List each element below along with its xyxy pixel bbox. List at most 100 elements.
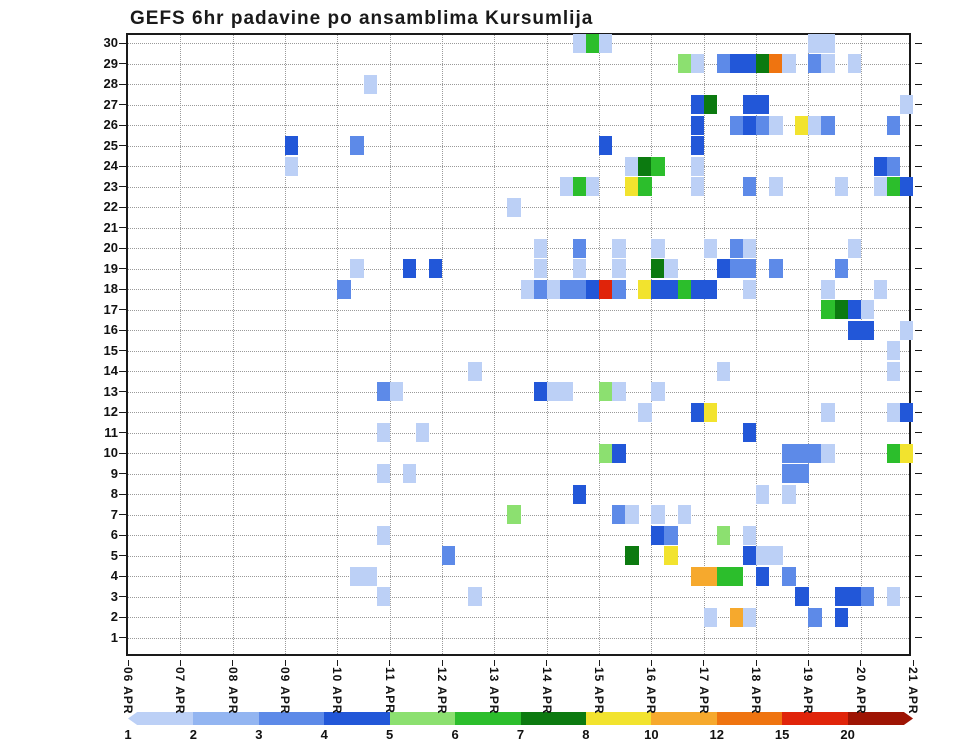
precip-cell — [363, 566, 377, 586]
colorbar-tick-label: 5 — [386, 727, 394, 742]
precip-cell — [599, 382, 613, 402]
y-axis-tick-right — [915, 145, 922, 147]
precip-cell — [729, 607, 744, 627]
precip-cell — [468, 361, 482, 381]
precip-cell — [664, 259, 678, 279]
gridline-horizontal — [128, 330, 909, 332]
x-axis-tick — [127, 660, 129, 666]
y-axis-tick — [119, 555, 126, 557]
y-axis-tick — [119, 268, 126, 270]
y-axis-tick-right — [915, 186, 922, 188]
gridline-vertical — [442, 35, 443, 654]
y-axis-tick — [119, 350, 126, 352]
precip-cell — [899, 402, 914, 422]
precip-cell — [873, 156, 888, 176]
precip-cell — [886, 177, 901, 197]
precip-cell — [769, 259, 783, 279]
precip-cell — [402, 259, 417, 279]
precip-cell — [834, 177, 848, 197]
y-axis-tick — [119, 63, 126, 65]
precip-cell — [834, 300, 848, 320]
precip-cell — [703, 566, 718, 586]
gridline-horizontal — [128, 350, 909, 352]
x-tick-label: 14 APR — [539, 667, 554, 715]
gridline-vertical — [808, 35, 810, 654]
precip-cell — [742, 115, 757, 135]
precip-cell — [651, 505, 665, 525]
precip-cell — [742, 546, 757, 566]
y-axis-tick-right — [915, 411, 922, 413]
precip-cell — [415, 423, 430, 443]
gridline-vertical — [285, 35, 286, 654]
precip-cell — [795, 587, 809, 607]
y-axis-tick-right — [915, 42, 922, 44]
precip-cell — [599, 136, 613, 156]
colorbar-segment — [324, 712, 390, 725]
y-tick-label: 4 — [110, 568, 118, 584]
precip-cell — [808, 443, 822, 463]
precip-cell — [834, 587, 848, 607]
precip-cell — [860, 300, 875, 320]
y-axis-tick-right — [915, 329, 922, 331]
y-axis-tick — [119, 616, 126, 618]
precip-cell — [808, 115, 822, 135]
gridline-horizontal — [128, 371, 909, 373]
y-tick-label: 2 — [110, 609, 118, 624]
precip-cell — [742, 423, 757, 443]
precip-cell — [651, 259, 665, 279]
colorbar-tick-label: 10 — [644, 727, 659, 742]
precip-cell — [821, 402, 835, 422]
y-axis-tick-right — [915, 391, 922, 393]
precip-cell — [886, 361, 901, 381]
y-axis-tick-right — [915, 555, 922, 557]
precip-cell — [729, 238, 744, 258]
precip-cell — [769, 546, 783, 566]
x-axis-tick — [179, 660, 181, 666]
precip-cell — [821, 115, 835, 135]
colorbar-tick-label: 3 — [255, 727, 263, 742]
y-tick-label: 7 — [110, 506, 118, 522]
y-axis-tick-right — [915, 473, 922, 475]
gridline-horizontal — [128, 84, 909, 86]
y-tick-label: 28 — [103, 76, 118, 92]
gridline-horizontal — [128, 453, 909, 455]
precip-cell — [690, 54, 705, 74]
precip-cell — [677, 54, 691, 74]
precip-cell — [638, 177, 652, 197]
precip-cell — [533, 279, 548, 299]
y-tick-label: 22 — [103, 199, 118, 215]
precip-cell — [612, 505, 626, 525]
y-axis-tick-right — [915, 268, 922, 270]
precip-cell — [703, 402, 718, 422]
precip-cell — [533, 382, 548, 402]
precip-cell — [716, 54, 731, 74]
precip-cell — [664, 279, 678, 299]
gridline-horizontal — [128, 63, 909, 65]
precip-cell — [703, 238, 718, 258]
x-axis-tick — [389, 660, 391, 666]
gridline-horizontal — [128, 268, 909, 270]
colorbar-tick-label: 12 — [709, 727, 724, 742]
precip-cell — [729, 54, 744, 74]
y-axis-tick-right — [915, 104, 922, 106]
x-tick-label: 19 APR — [801, 667, 816, 715]
precip-cell — [376, 382, 391, 402]
precip-cell — [716, 259, 731, 279]
precip-cell — [572, 484, 587, 504]
precip-cell — [847, 300, 862, 320]
gridline-horizontal — [128, 43, 909, 45]
precip-cell — [585, 33, 600, 53]
gridline-horizontal — [128, 617, 909, 618]
precip-cell — [769, 115, 783, 135]
precip-cell — [742, 607, 757, 627]
precip-cell — [847, 238, 862, 258]
y-axis-tick — [119, 596, 126, 598]
precip-cell — [886, 587, 901, 607]
precip-cell — [716, 566, 731, 586]
precip-cell — [612, 382, 626, 402]
precip-cell — [612, 238, 626, 258]
precip-cell — [782, 484, 796, 504]
y-axis-tick-right — [915, 637, 922, 638]
precip-cell — [546, 279, 561, 299]
precip-cell — [834, 607, 848, 627]
